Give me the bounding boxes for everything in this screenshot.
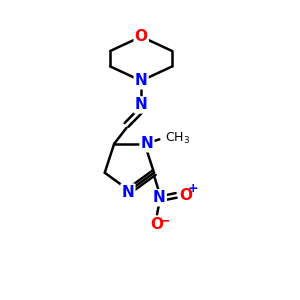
Text: CH$_3$: CH$_3$ [165, 130, 190, 146]
Text: +: + [188, 182, 198, 195]
Text: N: N [153, 190, 166, 205]
Text: O: O [135, 29, 148, 44]
Text: O: O [179, 188, 192, 203]
Text: N: N [135, 73, 148, 88]
Text: −: − [158, 213, 170, 227]
Text: N: N [135, 98, 148, 112]
Text: N: N [141, 136, 153, 151]
Text: N: N [122, 184, 134, 200]
Text: O: O [151, 217, 164, 232]
